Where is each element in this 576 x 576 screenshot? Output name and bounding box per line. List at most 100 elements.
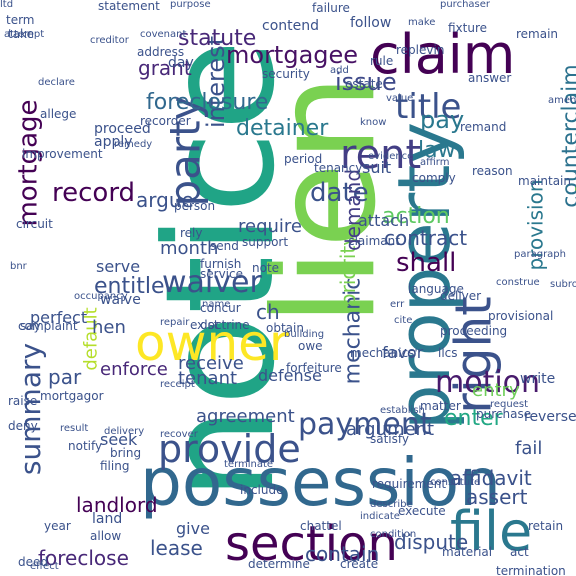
word-comply: comply	[412, 171, 456, 185]
word-concur: concur	[200, 301, 241, 315]
word-contain: contain	[305, 542, 380, 566]
word-provide: provide	[158, 427, 301, 471]
word-indicate: indicate	[360, 511, 400, 522]
word-err: err	[390, 299, 405, 310]
word-furnish: furnish	[200, 257, 242, 271]
word-landlord: landlord	[76, 493, 158, 517]
word-add: add	[330, 65, 349, 76]
word-deny: deny	[8, 419, 38, 433]
word-determine: determine	[248, 557, 310, 571]
word-building: building	[284, 329, 325, 340]
word-file: file	[450, 500, 533, 563]
word-retain: retain	[528, 519, 564, 533]
word-apply: apply	[94, 134, 133, 150]
word-serve: serve	[96, 257, 141, 276]
word-include: include	[240, 483, 284, 497]
word-owe: owe	[298, 339, 323, 353]
word-receive: receive	[178, 353, 244, 374]
word-affidavit: affidavit	[450, 466, 532, 490]
word-statute: statute	[178, 26, 257, 51]
word-chattel: chattel	[300, 519, 342, 533]
word-note: note	[252, 261, 280, 275]
word-mortgage: mortgage	[13, 99, 44, 227]
word-material: material	[442, 545, 493, 559]
word-subrogation: subrogation	[550, 279, 576, 290]
word-law: law	[418, 138, 456, 163]
word-reason: reason	[472, 164, 513, 178]
word-remand: remand	[460, 120, 507, 134]
word-shall: shall	[396, 248, 457, 278]
word-payment: payment	[298, 407, 432, 442]
word-replevin: replevin	[396, 43, 445, 57]
word-mortgagor: mortgagor	[40, 389, 104, 403]
word-purchaser: purchaser	[440, 0, 491, 10]
word-purchase: purchase	[476, 407, 532, 421]
word-delivery: delivery	[104, 426, 145, 437]
word-issue: issue	[335, 68, 397, 96]
word-allege: allege	[40, 107, 77, 121]
word-send: send	[210, 239, 239, 253]
word-amend: amend	[548, 95, 576, 106]
word-value: value	[386, 93, 414, 104]
word-establish: establish	[380, 405, 425, 416]
word-rely: rely	[180, 226, 203, 240]
word-grant: grant	[138, 56, 192, 80]
word-date: date	[310, 178, 369, 208]
word-proceed: proceed	[94, 121, 151, 137]
word-section: section	[225, 516, 398, 572]
word-result: result	[60, 423, 89, 434]
word-take: take	[8, 27, 34, 41]
word-summary: summary	[14, 342, 48, 476]
word-filing: filing	[100, 459, 130, 473]
word-write: write	[520, 371, 556, 387]
word-pay: pay	[420, 106, 465, 134]
word-paragraph: paragraph	[514, 249, 566, 260]
word-rule: rule	[370, 54, 394, 68]
word-matter: matter	[420, 399, 461, 413]
word-recover: recover	[160, 429, 198, 440]
word-llcs: llcs	[438, 346, 458, 360]
word-evidence: evidence	[368, 151, 414, 162]
word-reverse: reverse	[524, 409, 576, 425]
word-failure: failure	[312, 1, 350, 15]
word-constitute: constitute	[430, 477, 481, 488]
word-detainer: detainer	[236, 116, 329, 141]
word-remedy: remedy	[114, 139, 153, 150]
word-provisional: provisional	[488, 309, 554, 323]
word-defense: defense	[258, 366, 322, 385]
word-year: year	[44, 519, 71, 533]
word-dispute: dispute	[394, 530, 469, 554]
word-favor: favor	[382, 343, 424, 362]
word-allow: allow	[90, 529, 122, 543]
word-name: name	[202, 299, 231, 310]
word-lease: lease	[150, 536, 203, 560]
word-attempt: attempt	[4, 29, 45, 40]
word-condition: condition	[370, 529, 417, 540]
word-give: give	[176, 519, 210, 538]
word-request: request	[490, 399, 529, 410]
word-perfect: perfect	[30, 308, 88, 327]
word-claimant: claimant	[348, 234, 400, 248]
word-claim: claim	[370, 23, 516, 86]
word-describe: describe	[370, 499, 413, 510]
word-deed: deed	[18, 555, 48, 569]
word-foreclosure: foreclosure	[146, 90, 269, 115]
word-attach: attach	[358, 211, 410, 230]
word-owner: owner	[135, 314, 290, 372]
word-period: period	[284, 152, 323, 166]
word-affirm: affirm	[420, 157, 450, 168]
word-par: par	[48, 365, 82, 389]
word-recorder: recorder	[140, 114, 191, 128]
word-action: action	[382, 204, 450, 229]
word-requirement: requirement	[372, 477, 447, 491]
word-service: service	[200, 267, 243, 281]
word-terminate: terminate	[224, 459, 274, 470]
word-seek: seek	[100, 430, 138, 449]
word-hen: hen	[92, 317, 126, 338]
word-creditor: creditor	[90, 35, 129, 46]
word-require: require	[238, 216, 302, 237]
word-foreclose: foreclose	[38, 546, 129, 570]
word-exist: exist	[190, 318, 219, 332]
word-repair: repair	[160, 317, 190, 328]
word-title: title	[395, 87, 462, 127]
